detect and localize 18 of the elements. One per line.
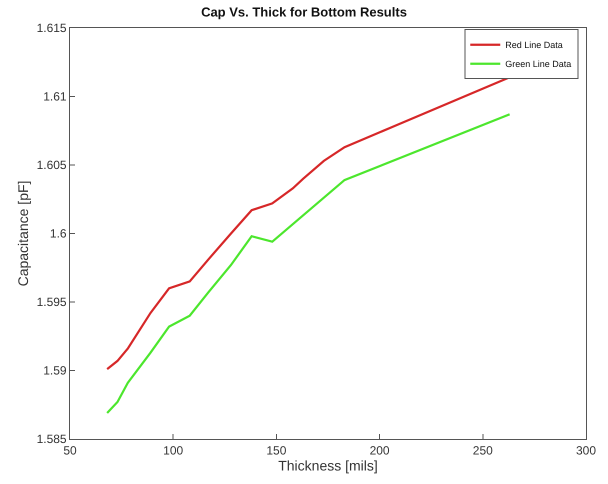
y-tick-label: 1.6 <box>50 226 67 241</box>
x-tick-label: 300 <box>576 443 596 458</box>
y-tick-label: 1.605 <box>36 158 67 172</box>
y-tick-label: 1.59 <box>43 364 67 378</box>
legend-label: Green Line Data <box>505 59 572 70</box>
line-series <box>106 113 511 414</box>
x-tick-label: 150 <box>266 443 287 458</box>
x-tick-label: 250 <box>472 443 494 458</box>
x-axis-title: Thickness [mils] <box>278 458 378 474</box>
chart-title: Cap Vs. Thick for Bottom Results <box>201 4 407 20</box>
x-tick-label: 100 <box>163 443 184 458</box>
y-tick-label: 1.615 <box>36 21 67 36</box>
legend-label: Red Line Data <box>505 40 563 50</box>
y-tick-label: 1.595 <box>36 295 67 310</box>
y-axis-title: Capacitance [pF] <box>15 180 32 286</box>
y-tick-label: 1.61 <box>43 90 67 104</box>
line-series <box>106 76 511 370</box>
x-tick-label: 200 <box>370 443 390 458</box>
